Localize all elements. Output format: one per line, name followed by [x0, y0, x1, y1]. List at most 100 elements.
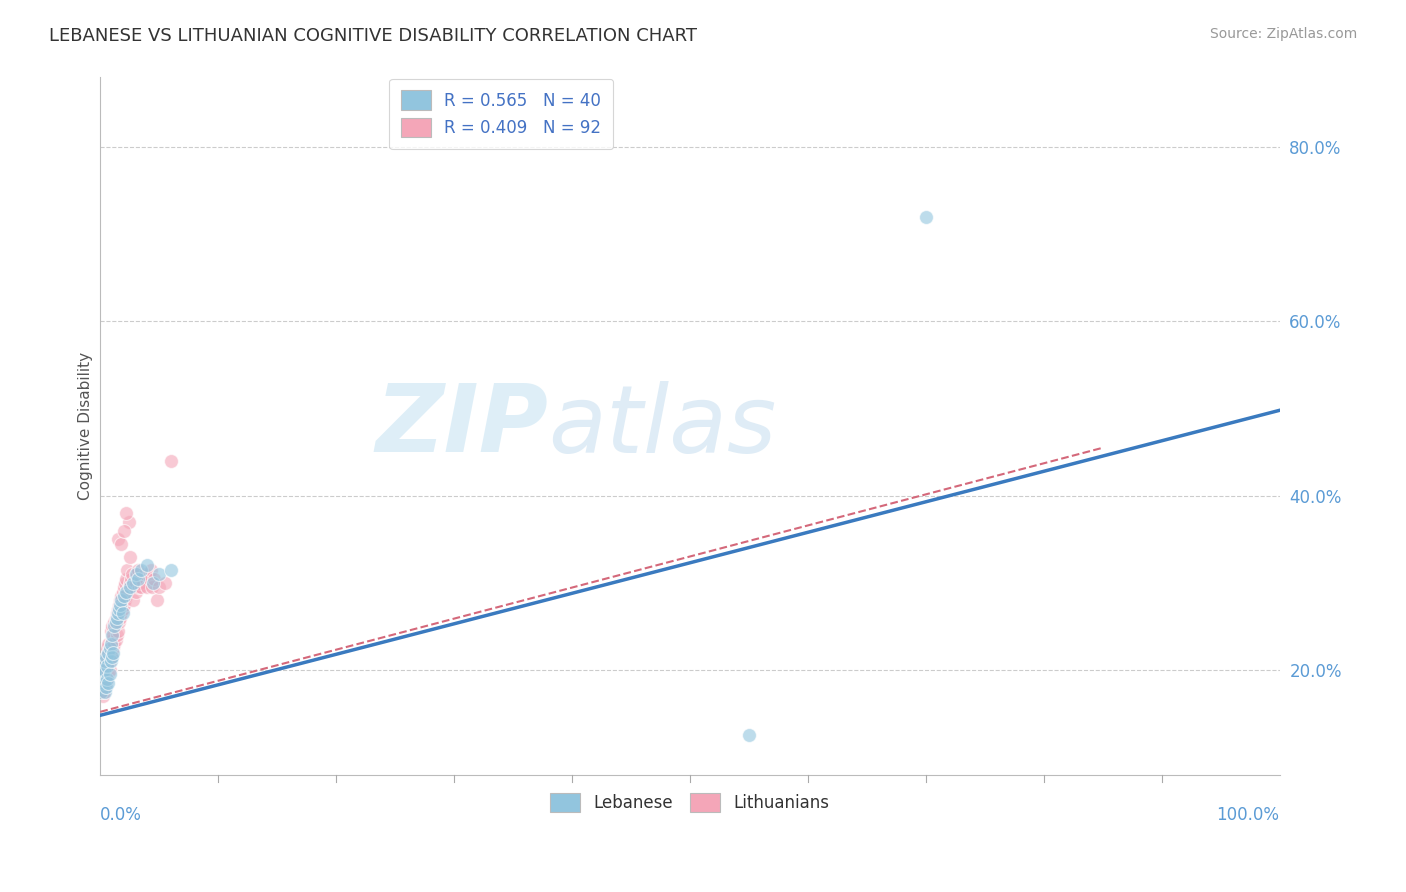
Point — [101, 646, 124, 660]
Point — [128, 580, 150, 594]
Point — [122, 593, 145, 607]
Legend: Lebanese, Lithuanians: Lebanese, Lithuanians — [544, 786, 837, 819]
Point — [148, 580, 170, 594]
Point — [93, 676, 115, 690]
Point — [107, 602, 129, 616]
Point — [108, 598, 131, 612]
Point — [100, 654, 122, 668]
Point — [94, 676, 117, 690]
Point — [125, 567, 148, 582]
Point — [134, 567, 156, 582]
Point — [94, 685, 117, 699]
Text: LEBANESE VS LITHUANIAN COGNITIVE DISABILITY CORRELATION CHART: LEBANESE VS LITHUANIAN COGNITIVE DISABIL… — [49, 27, 697, 45]
Point — [91, 672, 114, 686]
Point — [94, 654, 117, 668]
Point — [127, 572, 149, 586]
Point — [124, 575, 146, 590]
Point — [110, 536, 132, 550]
Point — [103, 641, 125, 656]
Point — [100, 649, 122, 664]
Point — [101, 649, 124, 664]
Point — [100, 637, 122, 651]
Point — [124, 567, 146, 582]
Point — [103, 619, 125, 633]
Text: ZIP: ZIP — [375, 380, 548, 472]
Point — [93, 658, 115, 673]
Point — [97, 658, 120, 673]
Point — [91, 663, 114, 677]
Point — [160, 563, 183, 577]
Point — [105, 611, 128, 625]
Point — [160, 454, 183, 468]
Point — [90, 685, 112, 699]
Point — [94, 672, 117, 686]
Point — [118, 549, 141, 564]
Point — [98, 641, 121, 656]
Point — [111, 602, 134, 616]
Point — [107, 607, 129, 621]
Point — [97, 646, 120, 660]
Point — [104, 632, 127, 647]
Point — [115, 589, 138, 603]
Point — [97, 667, 120, 681]
Point — [131, 572, 153, 586]
Point — [90, 685, 112, 699]
Point — [121, 567, 143, 582]
Point — [94, 681, 117, 695]
Text: atlas: atlas — [548, 381, 776, 472]
Point — [115, 506, 138, 520]
Point — [91, 667, 114, 681]
Text: 0.0%: 0.0% — [100, 806, 142, 824]
Point — [115, 584, 138, 599]
Point — [108, 602, 131, 616]
Point — [114, 593, 136, 607]
Point — [110, 598, 132, 612]
Point — [98, 667, 121, 681]
Point — [105, 628, 128, 642]
Point — [139, 563, 162, 577]
Point — [153, 575, 176, 590]
Point — [103, 628, 125, 642]
Point — [94, 667, 117, 681]
Point — [97, 676, 120, 690]
Point — [104, 611, 127, 625]
Point — [136, 580, 159, 594]
Point — [96, 649, 118, 664]
Point — [94, 681, 117, 695]
Text: 100.0%: 100.0% — [1216, 806, 1279, 824]
Point — [115, 572, 138, 586]
Point — [118, 580, 141, 594]
Point — [97, 646, 120, 660]
Point — [94, 663, 117, 677]
Point — [136, 558, 159, 573]
Point — [117, 584, 139, 599]
Point — [104, 615, 127, 629]
Point — [105, 607, 128, 621]
Point — [112, 580, 135, 594]
Point — [108, 615, 131, 629]
Point — [94, 649, 117, 664]
Point — [110, 607, 132, 621]
Point — [129, 575, 152, 590]
Point — [738, 728, 761, 742]
Text: Source: ZipAtlas.com: Source: ZipAtlas.com — [1209, 27, 1357, 41]
Point — [131, 563, 153, 577]
Point — [98, 654, 121, 668]
Point — [114, 575, 136, 590]
Y-axis label: Cognitive Disability: Cognitive Disability — [79, 352, 93, 500]
Point — [103, 637, 125, 651]
Point — [117, 580, 139, 594]
Point — [94, 646, 117, 660]
Point — [96, 672, 118, 686]
Point — [107, 533, 129, 547]
Point — [103, 615, 125, 629]
Point — [100, 637, 122, 651]
Point — [146, 593, 169, 607]
Point — [117, 515, 139, 529]
Point — [101, 632, 124, 647]
Point — [98, 641, 121, 656]
Point — [124, 584, 146, 599]
Point — [131, 580, 153, 594]
Point — [93, 663, 115, 677]
Point — [90, 667, 112, 681]
